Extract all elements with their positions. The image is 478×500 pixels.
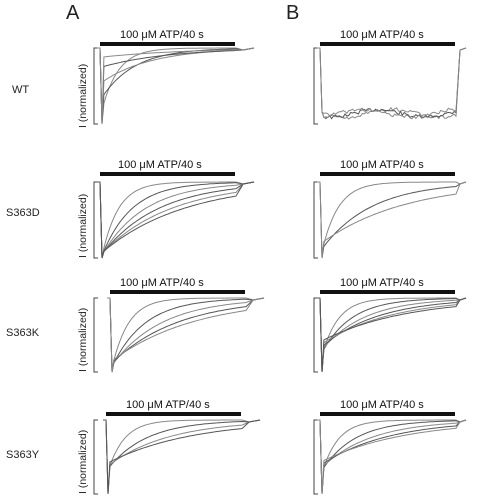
scale-bracket-wt <box>93 47 98 125</box>
current-trace-s363k-b-3 <box>317 297 467 373</box>
current-trace-wt-b-2 <box>317 47 467 120</box>
scale-bracket-s363k-b <box>313 297 318 373</box>
stimulus-bar-s363k-b <box>320 290 455 294</box>
row-label-wt: WT <box>12 84 29 96</box>
stimulus-label-wt-b: 100 μM ATP/40 s <box>340 29 424 41</box>
stimulus-bar-s363d-a <box>100 172 235 176</box>
current-trace-s363y-a-1 <box>103 419 261 495</box>
current-trace-wt-b-3 <box>317 47 467 120</box>
current-trace-s363d-b-2 <box>317 181 467 259</box>
current-trace-s363d-b-3 <box>317 181 467 259</box>
stimulus-label-s363y-a: 100 μM ATP/40 s <box>126 399 210 411</box>
current-trace-wt-a-3 <box>97 47 255 125</box>
stimulus-label-s363k-b: 100 μM ATP/40 s <box>340 277 424 289</box>
current-trace-s363d-a-2 <box>97 181 255 259</box>
current-trace-wt-b-1 <box>317 47 467 120</box>
stimulus-bar-s363y-b <box>320 412 455 416</box>
y-axis-label-wt: I (normalized) <box>77 64 89 128</box>
current-trace-s363k-b-5 <box>317 297 467 373</box>
current-trace-s363d-a-3 <box>97 181 255 259</box>
stimulus-bar-wt-b <box>320 42 455 46</box>
current-trace-wt-a-5 <box>97 47 255 125</box>
scale-bracket-s363y <box>93 419 98 495</box>
current-trace-s363k-a-5 <box>107 297 265 373</box>
current-trace-s363k-a-2 <box>107 297 265 373</box>
stimulus-bar-s363k-a <box>110 290 245 294</box>
current-trace-s363k-b-4 <box>317 297 467 373</box>
stimulus-label-s363y-b: 100 μM ATP/40 s <box>340 399 424 411</box>
current-trace-s363y-b-4 <box>317 419 467 495</box>
current-trace-s363d-a-5 <box>97 181 255 259</box>
current-trace-s363k-a-3 <box>107 297 265 373</box>
stimulus-bar-s363y-a <box>106 412 241 416</box>
stimulus-label-s363k-a: 100 μM ATP/40 s <box>120 277 204 289</box>
scale-bracket-wt-b <box>313 47 318 125</box>
y-axis-label-s363k: I (normalized) <box>77 308 89 372</box>
current-trace-s363y-b-3 <box>317 419 467 495</box>
row-label-s363d: S363D <box>6 207 40 219</box>
current-trace-wt-a-4 <box>97 47 255 125</box>
current-trace-wt-a-1 <box>97 47 255 125</box>
current-trace-s363d-a-1 <box>97 181 255 259</box>
current-trace-s363d-a-6 <box>97 181 255 259</box>
current-trace-s363y-a-4 <box>103 419 261 495</box>
panel-letter-a: A <box>66 2 80 24</box>
y-axis-label-s363y: I (normalized) <box>77 430 89 494</box>
current-trace-s363k-b-1 <box>317 297 467 373</box>
current-trace-s363y-b-1 <box>317 419 467 495</box>
current-trace-s363k-b-2 <box>317 297 467 373</box>
current-trace-wt-a-2 <box>97 47 255 125</box>
current-trace-s363y-a-3 <box>103 419 261 495</box>
scale-bracket-s363d-b <box>313 181 318 259</box>
current-trace-s363k-a-4 <box>107 297 265 373</box>
scale-bracket-s363d <box>93 181 98 259</box>
stimulus-bar-wt-a <box>100 42 235 46</box>
current-trace-s363y-b-2 <box>317 419 467 495</box>
panel-letter-b: B <box>286 2 299 24</box>
current-trace-s363d-a-4 <box>97 181 255 259</box>
stimulus-label-wt-a: 100 μM ATP/40 s <box>120 29 204 41</box>
scale-bracket-s363k <box>93 297 98 373</box>
current-trace-s363d-b-1 <box>317 181 467 259</box>
row-label-s363k: S363K <box>6 327 40 339</box>
current-traces <box>97 47 467 495</box>
stimulus-label-s363d-a: 100 μM ATP/40 s <box>118 159 202 171</box>
current-trace-s363k-a-1 <box>107 297 265 373</box>
y-axis-label-s363d: I (normalized) <box>77 194 89 258</box>
row-label-s363y: S363Y <box>6 449 40 461</box>
current-trace-s363k-b-6 <box>317 297 467 373</box>
stimulus-bar-s363d-b <box>320 172 455 176</box>
current-trace-s363y-a-2 <box>103 419 261 495</box>
scale-bracket-s363y-b <box>313 419 318 495</box>
stimulus-label-s363d-b: 100 μM ATP/40 s <box>340 159 424 171</box>
current-trace-s363y-b-5 <box>317 419 467 495</box>
